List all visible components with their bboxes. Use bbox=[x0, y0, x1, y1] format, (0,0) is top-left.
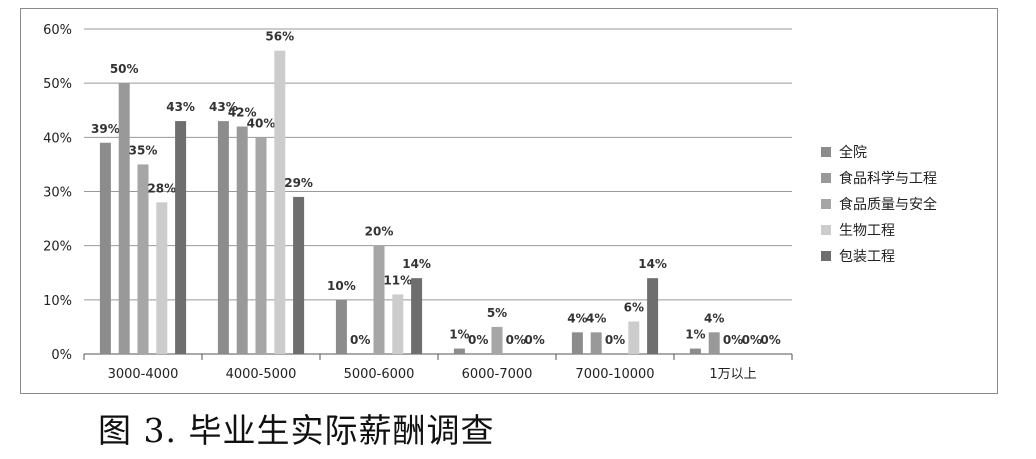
y-tick-label: 10% bbox=[43, 294, 72, 309]
bar bbox=[118, 83, 130, 355]
data-label: 39% bbox=[91, 122, 120, 136]
data-label: 0% bbox=[760, 333, 780, 347]
bar bbox=[647, 278, 659, 354]
data-label: 40% bbox=[247, 116, 276, 130]
bar bbox=[689, 348, 701, 354]
data-label: 6% bbox=[624, 301, 644, 315]
data-label: 1% bbox=[449, 328, 469, 342]
bar bbox=[175, 121, 187, 354]
data-label: 29% bbox=[284, 176, 313, 190]
bar bbox=[708, 332, 720, 354]
bar bbox=[628, 321, 640, 354]
y-tick-label: 20% bbox=[43, 240, 72, 255]
data-label: 50% bbox=[110, 62, 139, 76]
legend-label: 食品质量与安全 bbox=[839, 196, 937, 213]
legend-swatch bbox=[821, 225, 831, 235]
data-label: 14% bbox=[638, 257, 667, 271]
data-label: 11% bbox=[383, 273, 412, 287]
data-label: 0% bbox=[723, 333, 743, 347]
x-tick-label: 7000-10000 bbox=[575, 367, 654, 382]
data-label: 0% bbox=[468, 333, 488, 347]
data-label: 28% bbox=[147, 181, 176, 195]
bar-chart: 0% 10% 20% 30% 40% 50% 60% 3000-4000 4000-5000 50… bbox=[43, 23, 937, 382]
y-tick-label: 0% bbox=[51, 348, 72, 363]
figure-caption: 图 3. 毕业生实际薪酬调查 bbox=[98, 411, 495, 450]
x-tick-label: 3000-4000 bbox=[108, 367, 179, 382]
data-label: 14% bbox=[402, 257, 431, 271]
data-label: 10% bbox=[327, 279, 356, 293]
bar bbox=[335, 299, 347, 354]
bar bbox=[137, 164, 149, 354]
x-tick-label: 5000-6000 bbox=[344, 367, 415, 382]
data-label: 20% bbox=[365, 225, 394, 239]
data-label: 4% bbox=[567, 311, 587, 325]
x-tick-label: 1万以上 bbox=[709, 367, 756, 382]
bar bbox=[99, 142, 111, 354]
data-label: 0% bbox=[350, 333, 370, 347]
bar bbox=[217, 121, 229, 354]
x-tick-label: 6000-7000 bbox=[462, 367, 533, 382]
data-label: 43% bbox=[209, 100, 238, 114]
y-tick-label: 40% bbox=[43, 131, 72, 146]
legend-swatch bbox=[821, 147, 831, 157]
y-tick-label: 60% bbox=[43, 23, 72, 38]
legend-label: 生物工程 bbox=[839, 223, 895, 239]
data-label: 5% bbox=[487, 306, 507, 320]
bar bbox=[411, 278, 423, 354]
legend-swatch bbox=[821, 199, 831, 209]
y-tick-label: 50% bbox=[43, 77, 72, 92]
legend-swatch bbox=[821, 251, 831, 261]
bar bbox=[236, 126, 248, 354]
legend-label: 包装工程 bbox=[839, 249, 895, 265]
data-label: 4% bbox=[704, 311, 724, 325]
data-label: 43% bbox=[166, 100, 195, 114]
legend-label: 食品科学与工程 bbox=[839, 170, 937, 187]
bar bbox=[590, 332, 602, 354]
y-tick-label: 30% bbox=[43, 186, 72, 201]
legend-label: 全院 bbox=[839, 144, 867, 161]
data-label: 1% bbox=[685, 328, 705, 342]
data-label: 42% bbox=[228, 106, 257, 120]
data-label: 0% bbox=[506, 333, 526, 347]
bar bbox=[392, 294, 404, 354]
bar bbox=[156, 202, 168, 354]
data-label: 0% bbox=[742, 333, 762, 347]
chart-frame: 0% 10% 20% 30% 40% 50% 60% 3000-4000 4000-5000 50… bbox=[20, 8, 998, 394]
data-label: 0% bbox=[524, 333, 544, 347]
data-label: 35% bbox=[129, 143, 158, 157]
bar bbox=[453, 348, 465, 354]
data-label: 0% bbox=[605, 333, 625, 347]
data-label: 4% bbox=[586, 311, 606, 325]
bar bbox=[491, 326, 503, 354]
bar bbox=[571, 332, 583, 354]
legend-swatch bbox=[821, 173, 831, 183]
data-label: 56% bbox=[265, 30, 294, 44]
bar bbox=[293, 196, 305, 354]
bar bbox=[255, 137, 267, 354]
bar bbox=[274, 50, 286, 355]
bar bbox=[373, 245, 385, 354]
x-tick-label: 4000-5000 bbox=[226, 367, 297, 382]
